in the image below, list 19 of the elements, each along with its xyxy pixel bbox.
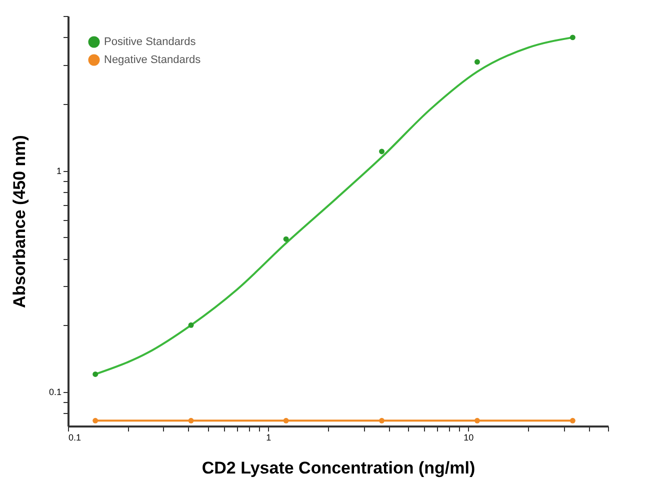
point: [379, 418, 384, 424]
x-tick-label: 0.1: [68, 432, 82, 442]
point: [92, 371, 98, 377]
point: [92, 418, 98, 424]
legend-label: Negative Standards: [104, 54, 202, 66]
point: [188, 418, 194, 424]
point: [283, 418, 289, 424]
point: [570, 418, 576, 424]
point: [570, 34, 576, 40]
x-tick-label: 1: [266, 432, 272, 442]
point: [474, 59, 480, 65]
point: [474, 418, 480, 424]
x-axis-title: CD2 Lysate Concentration (ng/ml): [202, 458, 476, 478]
legend-label: Positive Standards: [104, 36, 196, 48]
y-axis-title: Absorbance (450 nm): [10, 135, 29, 308]
x-tick-label: 10: [464, 432, 474, 442]
point: [379, 148, 384, 154]
point: [283, 236, 289, 242]
point: [188, 322, 194, 328]
